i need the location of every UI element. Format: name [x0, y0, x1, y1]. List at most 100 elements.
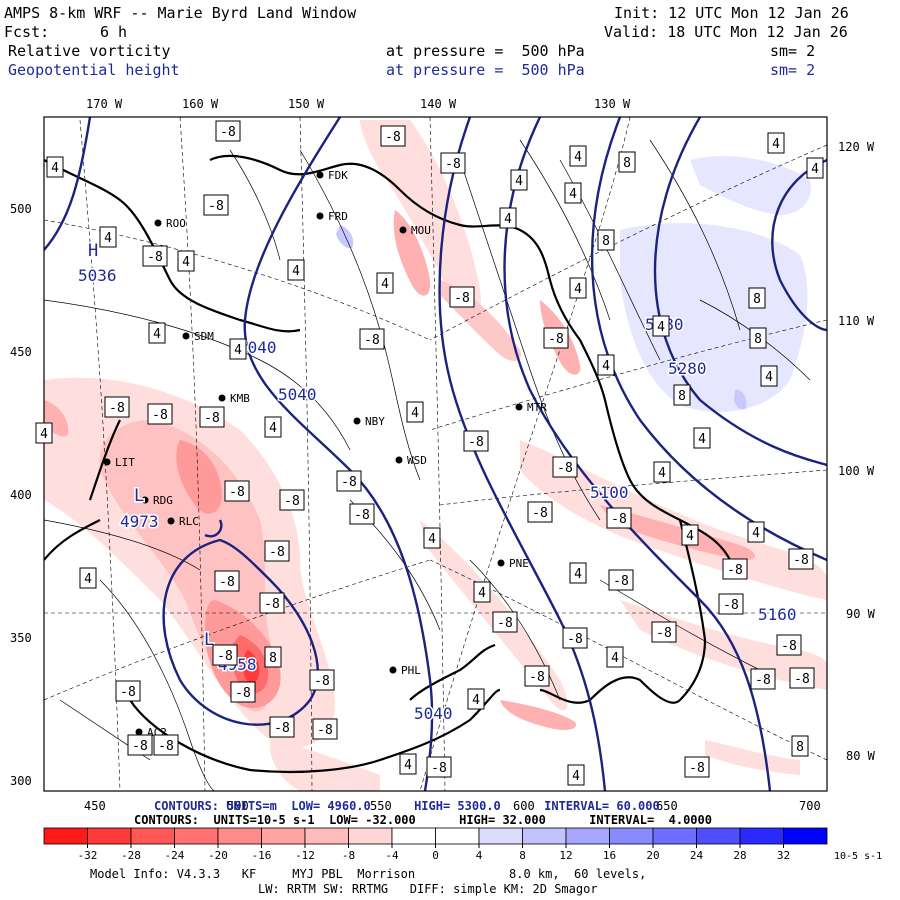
height-label: 5040 [414, 704, 453, 723]
svg-text:4: 4 [602, 359, 610, 374]
vorticity-value-box: -8 [147, 403, 173, 425]
svg-text:MOU: MOU [411, 224, 431, 237]
vorticity-value-box: 4 [99, 226, 117, 248]
svg-text:4: 4 [472, 693, 480, 708]
high-marker: H [88, 241, 98, 261]
svg-text:4: 4 [51, 161, 59, 176]
vorticity-value-box: -8 [776, 634, 802, 656]
vorticity-value-box: 4 [693, 427, 711, 449]
vorticity-value-box: -8 [224, 480, 250, 502]
vorticity-value-box: 4 [46, 156, 64, 178]
vorticity-value-box: 4 [760, 365, 778, 387]
station-lit: LIT [103, 456, 135, 469]
right-lon-80: 80 W [846, 749, 875, 763]
vorticity-value-box: -8 [788, 548, 814, 570]
vorticity-value-box: 4 [264, 416, 282, 438]
vorticity-value-box: 4 [423, 527, 441, 549]
left-y-350: 350 [10, 631, 32, 645]
svg-text:8: 8 [796, 740, 804, 755]
colorbar-segment [43, 827, 88, 845]
station-mtr: MTR [515, 401, 547, 414]
vorticity-value-box: -8 [380, 125, 406, 147]
top-lon-160: 160 W [182, 97, 219, 111]
svg-text:-8: -8 [611, 512, 627, 527]
vorticity-value-box: -8 [651, 621, 677, 643]
colorbar-segment [217, 827, 262, 845]
svg-text:4: 4 [84, 572, 92, 587]
svg-text:-8: -8 [656, 626, 672, 641]
svg-text:-8: -8 [317, 723, 333, 738]
svg-text:-8: -8 [548, 332, 564, 347]
colorbar-tick-label: 4 [476, 849, 483, 862]
vorticity-value-box: 4 [652, 315, 670, 337]
svg-text:-8: -8 [723, 598, 739, 613]
svg-text:8: 8 [678, 389, 686, 404]
svg-text:4: 4 [574, 150, 582, 165]
colorbar-segment [435, 827, 480, 845]
svg-text:-8: -8 [613, 574, 629, 589]
svg-text:RLC: RLC [179, 515, 199, 528]
colorbar-units: 10-5 s-1 [834, 851, 882, 862]
svg-text:-8: -8 [445, 157, 461, 172]
colorbar-segment [609, 827, 654, 845]
svg-text:-8: -8 [557, 461, 573, 476]
svg-text:4: 4 [40, 427, 48, 442]
vorticity-value-box: -8 [214, 570, 240, 592]
vorticity-value-box: -8 [606, 507, 632, 529]
svg-text:-8: -8 [341, 475, 357, 490]
height-label: 5100 [590, 483, 629, 502]
svg-text:4: 4 [657, 320, 665, 335]
vorticity-value-box: -8 [230, 681, 256, 703]
svg-text:-8: -8 [152, 408, 168, 423]
vorticity-value-box: -8 [279, 489, 305, 511]
svg-text:PNE: PNE [509, 557, 529, 570]
svg-text:4: 4 [569, 187, 577, 202]
vorticity-value-box: -8 [336, 470, 362, 492]
svg-text:-8: -8 [158, 739, 174, 754]
top-lon-130: 130 W [594, 97, 631, 111]
svg-text:4: 4 [574, 282, 582, 297]
field1-level: at pressure = 500 hPa [386, 42, 585, 60]
vorticity-value-box: -8 [527, 501, 553, 523]
svg-text:-8: -8 [204, 411, 220, 426]
svg-text:4: 4 [404, 758, 412, 773]
vorticity-value-box: -8 [722, 558, 748, 580]
station-wsd: WSD [395, 454, 427, 467]
svg-text:8: 8 [753, 292, 761, 307]
svg-text:FRD: FRD [328, 210, 348, 223]
right-lon-90: 90 W [846, 607, 875, 621]
vorticity-value-box: -8 [359, 328, 385, 350]
field2-level: at pressure = 500 hPa [386, 61, 585, 79]
field1-sm: sm= 2 [770, 42, 816, 60]
svg-text:-8: -8 [567, 632, 583, 647]
svg-text:4: 4 [153, 327, 161, 342]
svg-text:-8: -8 [431, 761, 447, 776]
vorticity-value-box: 4 [79, 567, 97, 589]
svg-text:MTR: MTR [527, 401, 547, 414]
svg-text:4: 4 [765, 370, 773, 385]
svg-text:-8: -8 [755, 673, 771, 688]
vorticity-value-box: 8 [264, 646, 282, 668]
footer-line2: LW: RRTM SW: RRTMG DIFF: simple KM: 2D S… [258, 882, 598, 896]
top-lon-150: 150 W [288, 97, 325, 111]
vorticity-value-box: 4 [569, 562, 587, 584]
station-kmb: KMB [218, 392, 250, 405]
bottom-x-500: 500 [227, 799, 249, 813]
vorticity-value-box: -8 [750, 668, 776, 690]
station-sdm: SDM [182, 330, 214, 343]
svg-text:4: 4 [269, 421, 277, 436]
svg-text:4: 4 [658, 466, 666, 481]
vorticity-value-box: -8 [608, 569, 634, 591]
colorbar-tick-label: -8 [342, 849, 355, 862]
vorticity-value-box: 8 [749, 327, 767, 349]
height-label: 5040 [238, 338, 277, 357]
vorticity-value-box: -8 [684, 756, 710, 778]
colorbar-tick-label: -20 [208, 849, 228, 862]
svg-text:-8: -8 [264, 597, 280, 612]
height-contours [44, 117, 827, 791]
colorbar-segment [478, 827, 523, 845]
vorticity-value-box: 4 [473, 581, 491, 603]
vorticity-value-box: -8 [552, 456, 578, 478]
vorticity-value-box: -8 [269, 716, 295, 738]
svg-text:-8: -8 [217, 649, 233, 664]
